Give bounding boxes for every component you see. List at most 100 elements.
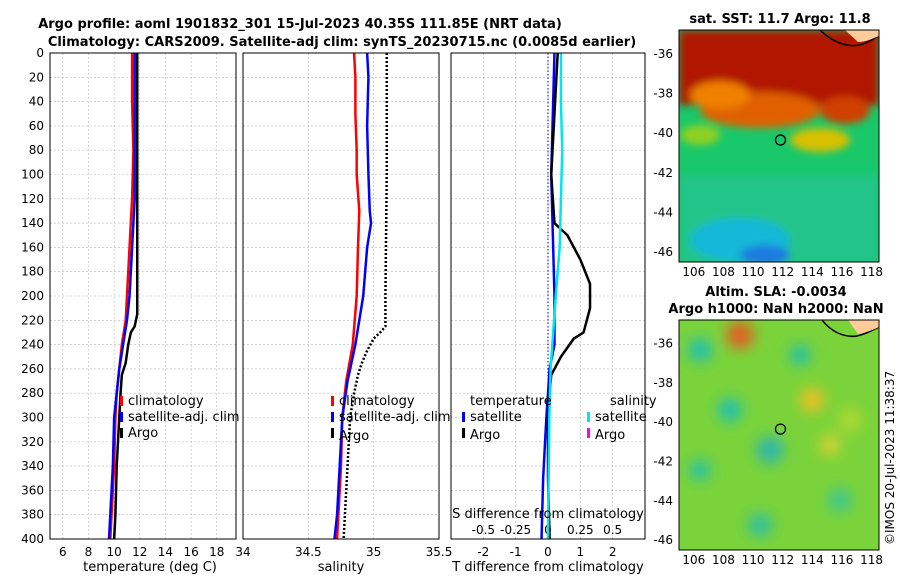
temperature-legend: climatology satellite-adj. clim Argo <box>120 394 240 441</box>
lat-tick-label: -46 <box>653 533 673 547</box>
legend-label-satellite: satellite-adj. clim <box>339 410 451 425</box>
sla-map <box>679 320 879 550</box>
lat-tick-label: -44 <box>653 494 673 508</box>
x-tick-label: 18 <box>209 545 224 559</box>
legend-swatch-satellite <box>331 412 334 422</box>
depth-tick-label: 220 <box>21 313 44 327</box>
sla-map-title-line-2: Argo h1000: NaN h2000: NaN <box>668 302 883 317</box>
x-tick-label: 35 <box>366 545 381 559</box>
legend-swatch-climatology <box>331 396 334 406</box>
legend-label-t-satellite: satellite <box>470 410 522 425</box>
x-tick-label: 12 <box>132 545 147 559</box>
x-tick-label: 34.5 <box>295 545 322 559</box>
sla-low-3 <box>718 398 742 422</box>
depth-tick-label: 20 <box>29 70 44 84</box>
s-diff-tick-label: 0.5 <box>603 523 622 537</box>
lon-tick-label: 110 <box>742 553 765 567</box>
legend-swatch-s-satellite <box>587 412 590 422</box>
sst-field <box>679 30 879 262</box>
depth-tick-label: 320 <box>21 435 44 449</box>
s-diff-tick-label: 0.25 <box>567 523 594 537</box>
lon-tick-label: 106 <box>682 265 705 279</box>
series-line-argo <box>342 53 388 540</box>
legend-swatch-argo <box>120 428 123 438</box>
depth-tick-label: 140 <box>21 216 44 230</box>
depth-tick-label: 0 <box>36 46 44 60</box>
lon-tick-label: 108 <box>712 553 735 567</box>
sla-coastline <box>821 320 879 338</box>
lon-tick-label: 118 <box>860 265 883 279</box>
argo-location-marker <box>774 134 787 146</box>
series-line-satellite-adj-clim <box>107 53 136 540</box>
x-tick-label: 10 <box>106 545 121 559</box>
sst-map-frame <box>678 29 880 263</box>
x-tick-label: 14 <box>158 545 173 559</box>
figure-title-line-1: Argo profile: aoml 1901832_301 15-Jul-20… <box>38 17 562 32</box>
lon-tick-label: 116 <box>831 553 854 567</box>
sla-field <box>688 321 862 537</box>
sst-yellow-green <box>680 125 720 145</box>
lat-tick-label: -46 <box>653 245 673 259</box>
lat-tick-label: -42 <box>653 455 673 469</box>
depth-tick-label: 60 <box>29 119 44 133</box>
x-tick-label: 35.5 <box>426 545 453 559</box>
legend-title-salinity: salinity <box>610 394 657 409</box>
sst-yellow-front <box>790 128 850 152</box>
panel-frame-salinity <box>242 52 440 540</box>
depth-tick-label: 100 <box>21 168 44 182</box>
depth-tick-label: 160 <box>21 240 44 254</box>
legend-label-climatology: climatology <box>339 394 415 409</box>
sla-low-5 <box>690 460 710 480</box>
depth-tick-label: 300 <box>21 411 44 425</box>
sla-land <box>848 320 879 334</box>
depth-tick-label: 240 <box>21 338 44 352</box>
series-line-argo <box>112 53 139 540</box>
x-tick-label: 16 <box>183 545 198 559</box>
sla-low-6 <box>748 513 772 537</box>
x-tick-label: 8 <box>85 545 93 559</box>
legend-label-climatology: climatology <box>128 394 204 409</box>
lon-tick-label: 108 <box>712 265 735 279</box>
difference-legend: temperature salinity satellite Argo sate… <box>462 394 657 443</box>
sla-high-2 <box>800 388 824 412</box>
figure-title-line-2: Climatology: CARS2009. Satellite-adj cli… <box>48 35 636 50</box>
sla-low-2 <box>790 345 810 365</box>
x-tick-label: 6 <box>59 545 67 559</box>
panel-frame-temperature <box>49 52 237 540</box>
argo-location-marker <box>774 423 787 435</box>
salinity-difference-axis-label: S difference from climatology <box>452 507 644 522</box>
depth-tick-label: 200 <box>21 289 44 303</box>
x-tick-label: 1 <box>577 545 585 559</box>
legend-label-argo: Argo <box>128 426 158 441</box>
x-tick-label: -2 <box>477 545 489 559</box>
lat-tick-label: -44 <box>653 205 673 219</box>
sst-coastline <box>819 30 879 47</box>
lat-tick-label: -36 <box>653 337 673 351</box>
sla-mid-1 <box>838 408 862 432</box>
x-tick-label: -1 <box>510 545 522 559</box>
legend-label-s-argo: Argo <box>595 428 625 443</box>
sst-land <box>845 30 879 42</box>
depth-tick-label: 40 <box>29 95 44 109</box>
depth-tick-label: 380 <box>21 508 44 522</box>
sla-low-1 <box>688 338 712 362</box>
sst-red-lobe <box>820 96 870 124</box>
lat-tick-label: -36 <box>653 47 673 61</box>
legend-swatch-climatology <box>120 396 123 406</box>
legend-swatch-t-argo <box>462 428 465 438</box>
sst-coldest-patch <box>740 245 790 262</box>
depth-tick-label: 260 <box>21 362 44 376</box>
series-line-climatology <box>109 53 135 540</box>
salinity-axis-label: salinity <box>318 560 365 575</box>
lon-tick-label: 114 <box>801 553 824 567</box>
imos-watermark: ©IMOS 20-Jul-2023 11:38:37 <box>883 371 897 545</box>
sla-low-4 <box>756 436 784 464</box>
sst-map <box>679 30 879 262</box>
series-line-satellite-adj-clim <box>333 52 373 540</box>
sla-map-title-line-1: Altim. SLA: -0.0034 <box>705 285 846 300</box>
lon-tick-label: 106 <box>682 553 705 567</box>
lon-tick-label: 114 <box>801 265 824 279</box>
lon-tick-label: 110 <box>742 265 765 279</box>
legend-swatch-s-argo <box>587 428 590 438</box>
